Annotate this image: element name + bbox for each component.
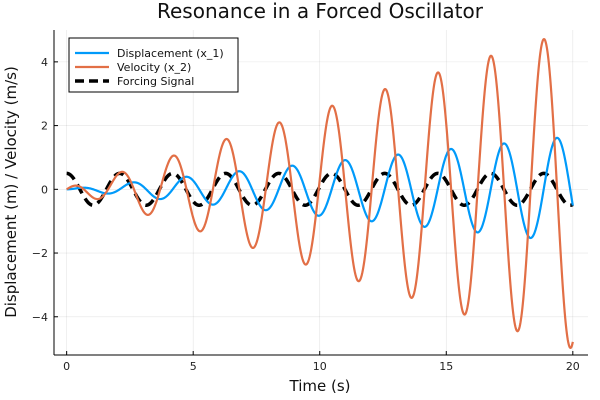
legend-label-displacement: Displacement (x_1) — [117, 47, 224, 60]
x-tick-label: 15 — [439, 360, 453, 373]
axes — [53, 30, 588, 356]
legend-label-forcing: Forcing Signal — [117, 75, 194, 88]
series-line-forcing — [65, 171, 575, 207]
chart-title: Resonance in a Forced Oscillator — [157, 0, 484, 23]
legend-label-velocity: Velocity (x_2) — [117, 61, 191, 74]
grid — [54, 30, 588, 355]
tick-labels: 0 5 10 15 20 −4 −2 0 2 4 — [32, 56, 580, 373]
x-tick-label: 0 — [63, 360, 70, 373]
series-group — [65, 37, 575, 349]
x-tick-label: 5 — [190, 360, 197, 373]
x-tick-label: 20 — [566, 360, 580, 373]
x-tick-label: 10 — [313, 360, 327, 373]
y-tick-label: −4 — [32, 311, 48, 324]
x-axis-title: Time (s) — [289, 377, 351, 395]
y-axis-title: Displacement (m) / Velocity (m/s) — [2, 66, 20, 318]
y-tick-label: 2 — [41, 120, 48, 133]
y-tick-label: 4 — [41, 56, 48, 69]
series-line-velocity — [65, 37, 574, 349]
legend: Displacement (x_1) Velocity (x_2) Forcin… — [68, 37, 239, 93]
legend-box — [68, 37, 239, 93]
y-tick-label: −2 — [32, 247, 48, 260]
y-tick-label: 0 — [41, 183, 48, 196]
series-line-displacement — [65, 136, 574, 240]
